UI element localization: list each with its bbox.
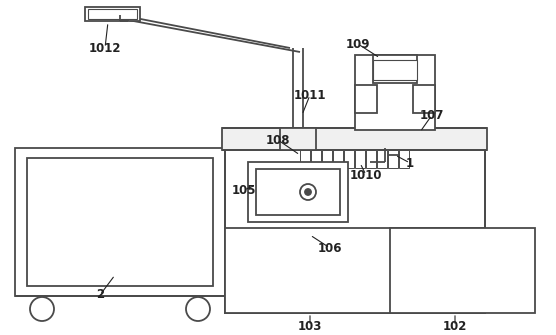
Bar: [373, 55, 417, 83]
Text: 1011: 1011: [294, 88, 326, 102]
Bar: [355, 55, 435, 130]
Text: 109: 109: [346, 38, 370, 51]
Bar: [344, 150, 354, 168]
Bar: [373, 60, 417, 80]
Text: 2: 2: [96, 288, 104, 302]
Circle shape: [186, 297, 210, 321]
Text: 1010: 1010: [350, 169, 382, 182]
Bar: [85, 7, 140, 21]
Bar: [366, 150, 376, 168]
Bar: [248, 162, 348, 222]
Bar: [322, 150, 332, 168]
Text: 108: 108: [266, 134, 290, 146]
Circle shape: [305, 189, 311, 195]
Bar: [256, 169, 340, 215]
Bar: [225, 148, 485, 313]
Bar: [388, 150, 398, 168]
Bar: [300, 150, 310, 168]
Bar: [355, 85, 377, 113]
Circle shape: [30, 297, 54, 321]
Bar: [225, 148, 485, 228]
Bar: [225, 228, 485, 313]
Text: 102: 102: [443, 320, 467, 333]
Text: 106: 106: [317, 242, 342, 255]
Bar: [225, 228, 485, 313]
Circle shape: [300, 184, 316, 200]
Text: 1: 1: [406, 156, 414, 170]
Bar: [399, 150, 409, 168]
Bar: [355, 150, 365, 168]
Bar: [222, 128, 487, 150]
Text: 103: 103: [298, 320, 322, 333]
Text: 1012: 1012: [89, 42, 121, 55]
Bar: [27, 158, 213, 286]
Bar: [311, 150, 321, 168]
Bar: [280, 128, 316, 150]
Text: 105: 105: [232, 184, 256, 197]
Bar: [333, 150, 343, 168]
Bar: [390, 228, 535, 313]
Bar: [413, 85, 435, 113]
Text: 107: 107: [420, 109, 444, 122]
Bar: [377, 150, 387, 168]
Bar: [15, 148, 225, 296]
Bar: [88, 9, 137, 19]
